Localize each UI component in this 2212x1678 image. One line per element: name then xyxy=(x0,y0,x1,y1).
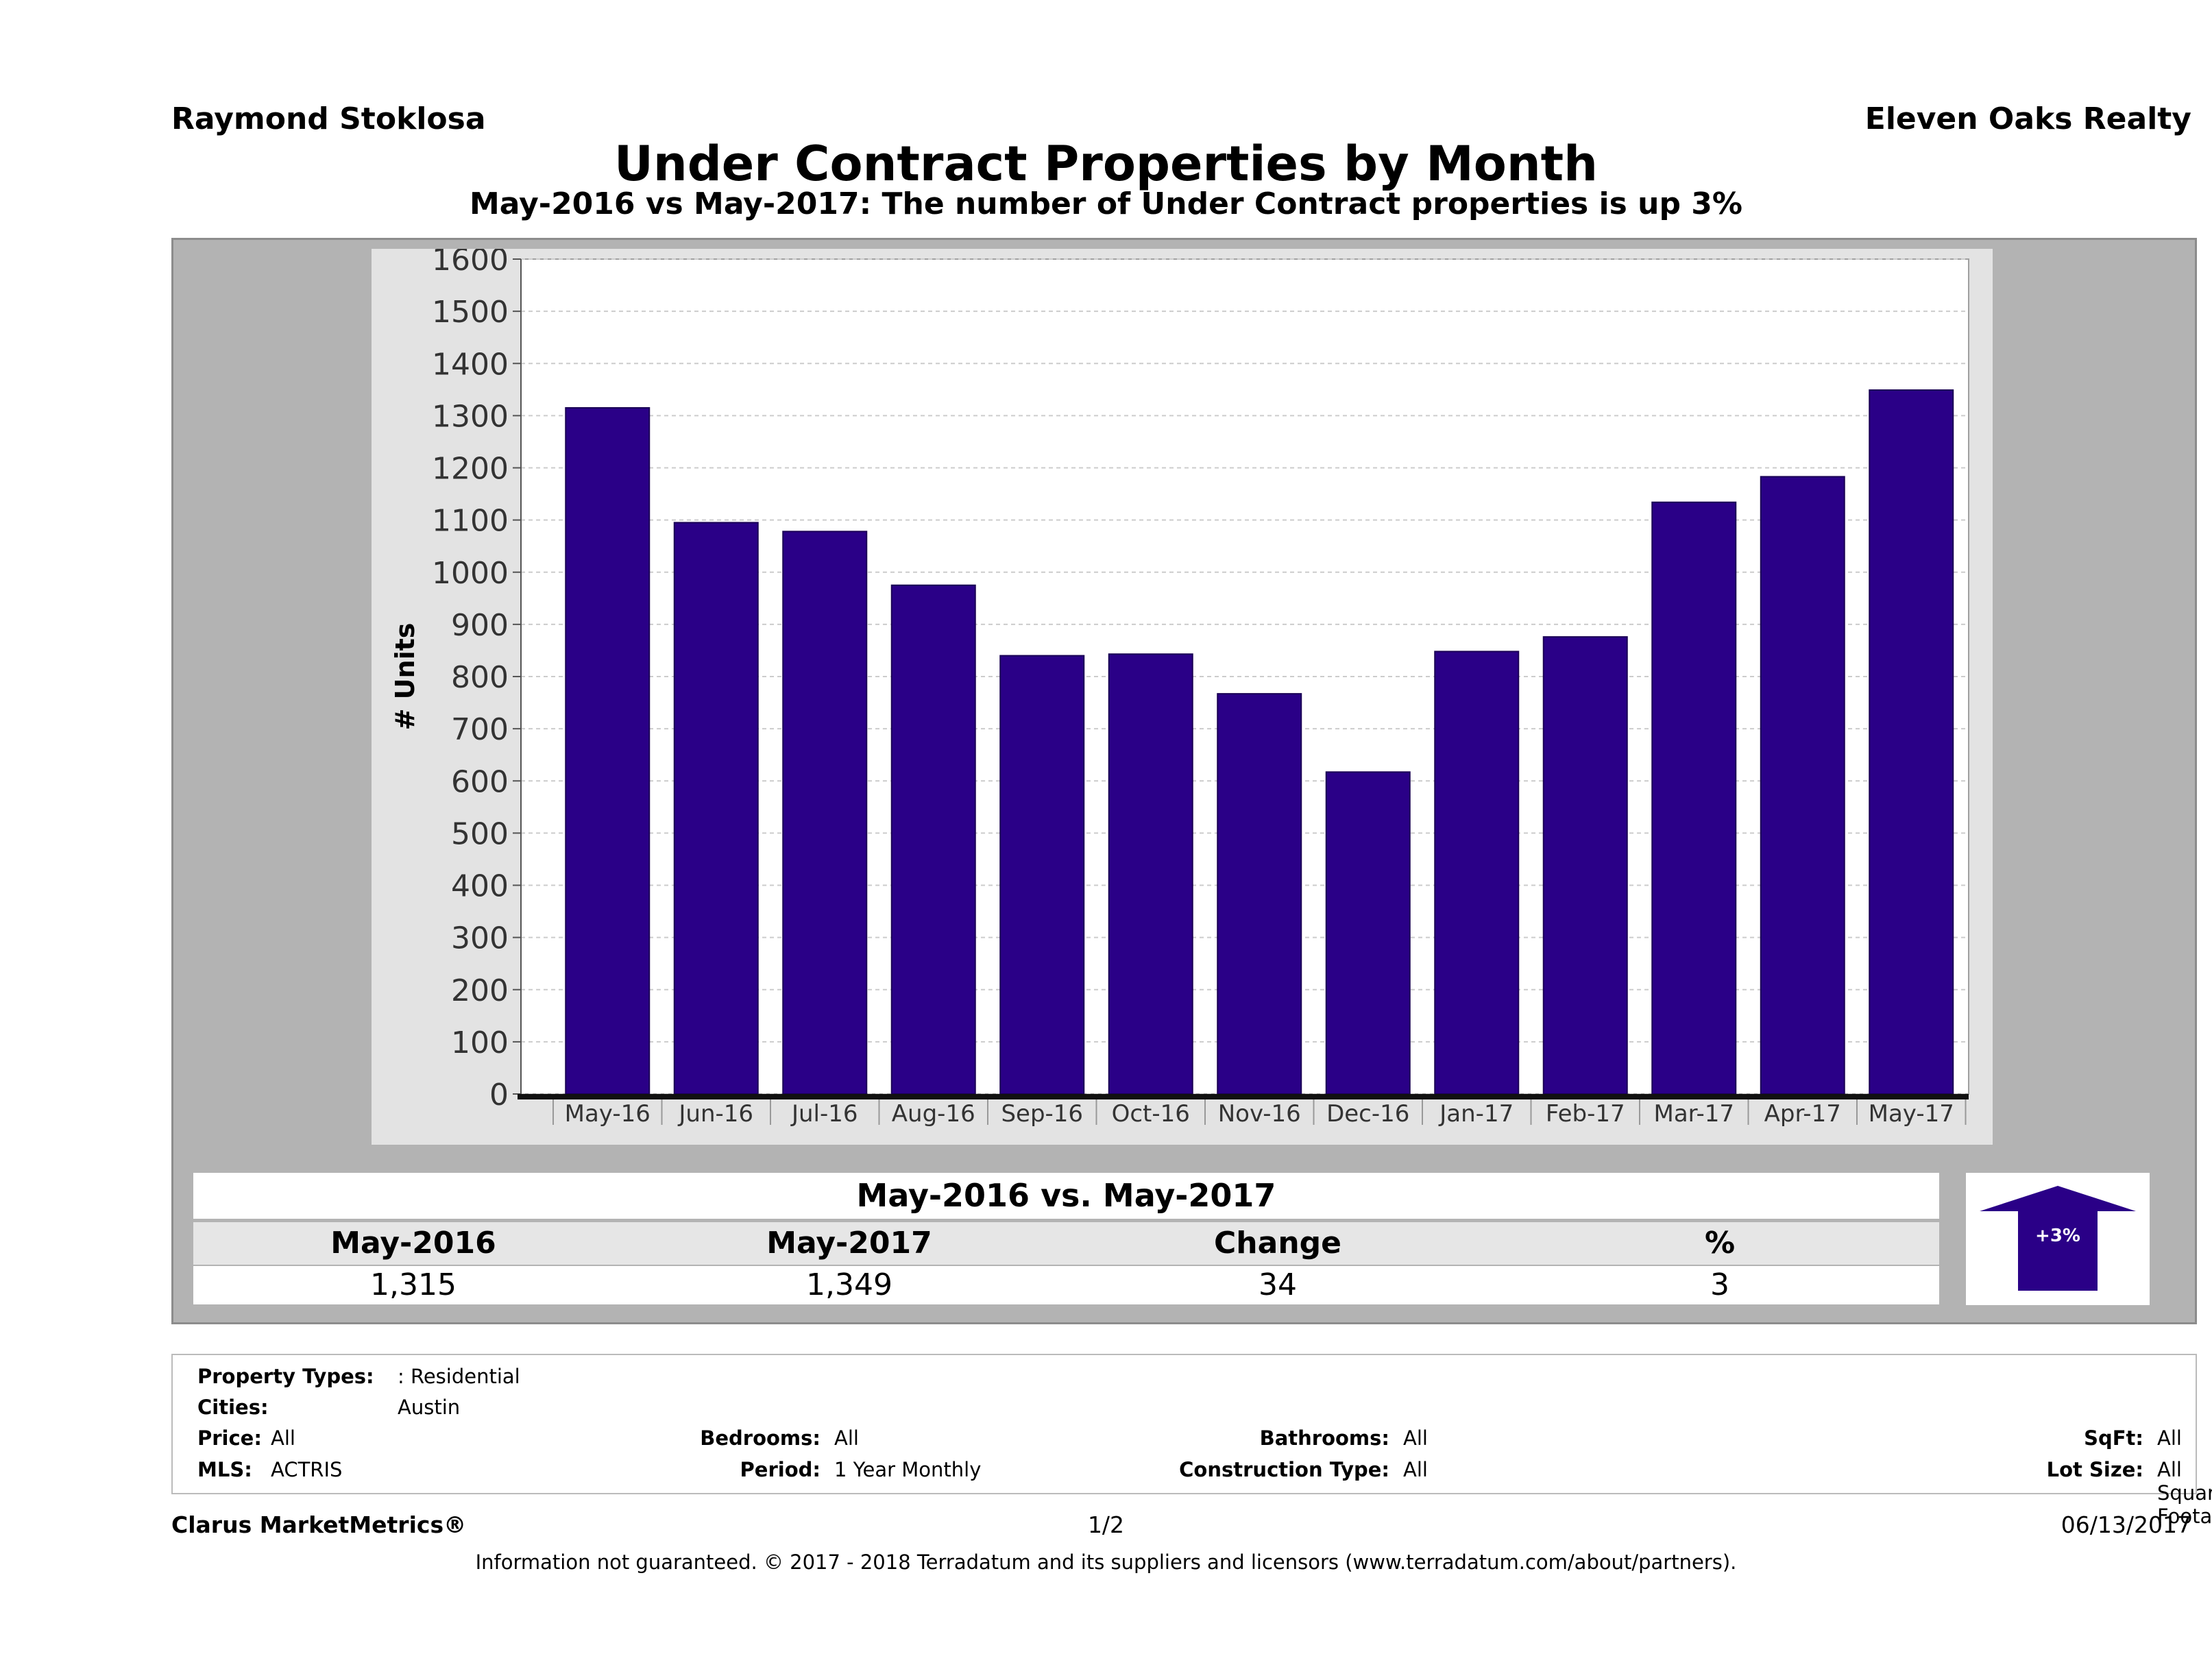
y-tick-label: 1200 xyxy=(432,452,509,487)
filter-label-price: Price: xyxy=(197,1426,262,1450)
filter-label-construction: Construction Type: xyxy=(1179,1458,1389,1481)
comparison-header-percent: % xyxy=(1704,1226,1736,1261)
comparison-value-end: 1,349 xyxy=(806,1267,892,1302)
y-tick-label: 1500 xyxy=(432,295,509,330)
y-tick-label: 0 xyxy=(489,1078,509,1112)
x-tick-label: Mar-17 xyxy=(1653,1100,1734,1128)
x-tick-label: Feb-17 xyxy=(1546,1100,1625,1128)
comparison-title: May-2016 vs. May-2017 xyxy=(193,1173,1939,1219)
chart-title: Under Contract Properties by Month xyxy=(614,136,1598,192)
footer-date: 06/13/2017 xyxy=(2061,1511,2191,1538)
x-tick-label: Dec-16 xyxy=(1326,1100,1409,1128)
footer-disclaimer: Information not guaranteed. © 2017 - 201… xyxy=(475,1551,1737,1574)
chart-subtitle: May-2016 vs May-2017: The number of Unde… xyxy=(470,186,1742,221)
filter-label-bathrooms: Bathrooms: xyxy=(1259,1426,1389,1450)
comparison-header-start: May-2016 xyxy=(330,1226,496,1261)
bar xyxy=(565,406,651,1095)
bar xyxy=(1325,771,1411,1095)
y-axis-label: # Units xyxy=(390,623,420,731)
y-tick-label: 800 xyxy=(451,660,509,695)
y-tick-label: 700 xyxy=(451,712,509,747)
bar xyxy=(999,655,1085,1095)
comparison-value-start: 1,315 xyxy=(370,1267,457,1302)
filter-value-bathrooms: All xyxy=(1403,1426,1428,1450)
filter-value-lot-size: All Square Footage xyxy=(2157,1458,2212,1528)
filter-label-mls: MLS: xyxy=(197,1458,252,1481)
comparison-value-row: 1,315 1,349 34 3 xyxy=(193,1266,1939,1304)
y-tick-label: 1000 xyxy=(432,556,509,591)
y-tick-label: 300 xyxy=(451,921,509,956)
filter-value-property-types: : Residential xyxy=(398,1365,520,1388)
filter-value-period: 1 Year Monthly xyxy=(834,1458,982,1481)
y-tick-label: 1100 xyxy=(432,504,509,539)
x-tick-label: Sep-16 xyxy=(1001,1100,1083,1128)
y-tick-label: 600 xyxy=(451,764,509,799)
filter-value-price: All xyxy=(271,1426,295,1450)
comparison-header-row: May-2016 May-2017 Change % xyxy=(193,1222,1939,1265)
bar-chart: 0 100 200 300 400 500 600 700 800 900 1000 1100 1200… xyxy=(390,249,1969,1128)
filter-summary: Property Types: : Residential Cities: Au… xyxy=(171,1354,2212,1528)
footer-page-number: 1/2 xyxy=(1087,1511,1125,1538)
bar xyxy=(1217,693,1302,1095)
filter-value-cities: Austin xyxy=(398,1396,461,1419)
y-tick-label: 1600 xyxy=(432,249,509,278)
x-tick-label: Jan-17 xyxy=(1438,1100,1514,1128)
filter-value-mls: ACTRIS xyxy=(271,1458,343,1481)
x-tick-label: May-16 xyxy=(565,1100,651,1128)
bar xyxy=(1760,476,1845,1095)
x-tick-label: Jun-16 xyxy=(677,1100,753,1128)
filter-label-property-types: Property Types: xyxy=(197,1365,374,1388)
x-tick-label: Apr-17 xyxy=(1764,1100,1841,1128)
change-badge-label: +3% xyxy=(2035,1226,2080,1246)
bar xyxy=(890,584,976,1095)
bar xyxy=(673,522,759,1095)
agent-name: Raymond Stoklosa xyxy=(171,101,486,136)
x-tick-label: Aug-16 xyxy=(892,1100,975,1128)
comparison-header-end: May-2017 xyxy=(766,1226,932,1261)
x-tick-label: Nov-16 xyxy=(1218,1100,1301,1128)
filter-label-sqft: SqFt: xyxy=(2084,1426,2143,1450)
bar xyxy=(1542,636,1628,1095)
filter-label-bedrooms: Bedrooms: xyxy=(700,1426,821,1450)
y-tick-label: 400 xyxy=(451,869,509,904)
filter-value-construction: All xyxy=(1403,1458,1428,1481)
x-tick-label: May-17 xyxy=(1869,1100,1954,1128)
footer-brand: Clarus MarketMetrics® xyxy=(171,1511,467,1538)
filter-value-sqft: All xyxy=(2157,1426,2182,1450)
filter-label-cities: Cities: xyxy=(197,1396,269,1419)
filter-label-period: Period: xyxy=(740,1458,821,1481)
up-arrow-icon: +3% xyxy=(1980,1186,2136,1291)
comparison-value-percent: 3 xyxy=(1710,1267,1729,1302)
bar xyxy=(1651,501,1737,1095)
y-tick-label: 200 xyxy=(451,973,509,1008)
x-tick-label: Jul-16 xyxy=(790,1100,858,1128)
up-arrow-shape xyxy=(1980,1186,2136,1291)
comparison-header-change: Change xyxy=(1214,1226,1341,1261)
filter-value-bedrooms: All xyxy=(834,1426,859,1450)
y-tick-label: 900 xyxy=(451,608,509,643)
comparison-value-change: 34 xyxy=(1259,1267,1297,1302)
bar xyxy=(1434,650,1520,1095)
x-tick-label: Oct-16 xyxy=(1112,1100,1190,1128)
filter-label-lot-size: Lot Size: xyxy=(2046,1458,2143,1481)
change-badge-box: +3% xyxy=(1966,1173,2150,1305)
bar xyxy=(782,531,868,1095)
y-tick-label: 500 xyxy=(451,816,509,851)
y-tick-label: 1400 xyxy=(432,347,509,382)
y-tick-label: 1300 xyxy=(432,399,509,434)
bar xyxy=(1869,389,1954,1095)
company-name: Eleven Oaks Realty xyxy=(1864,101,2191,136)
y-tick-label: 100 xyxy=(451,1025,509,1060)
bar xyxy=(1108,653,1193,1095)
